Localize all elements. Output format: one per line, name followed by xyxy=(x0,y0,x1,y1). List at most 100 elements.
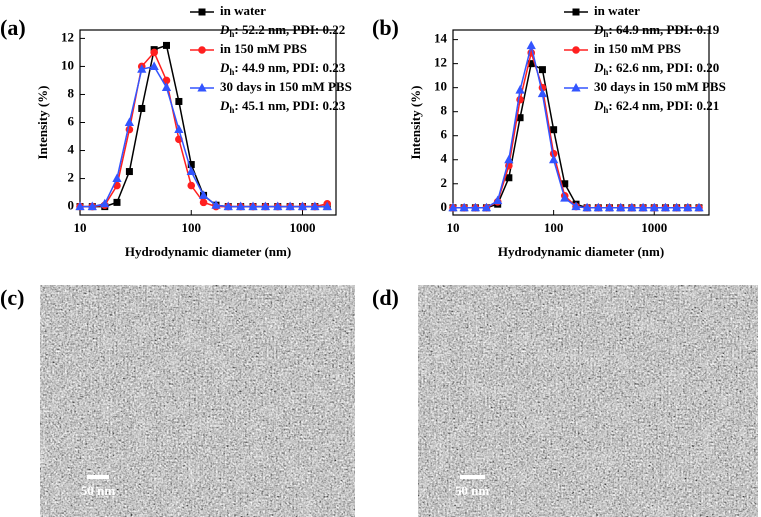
data-point xyxy=(550,126,558,134)
detail-subscript: h xyxy=(603,105,608,115)
data-point xyxy=(149,61,159,70)
data-point xyxy=(526,40,536,50)
plot-frame xyxy=(452,29,710,216)
data-point xyxy=(175,97,183,105)
series-line xyxy=(453,50,699,209)
data-point xyxy=(297,201,308,211)
data-point xyxy=(236,201,246,211)
detail-subscript: h xyxy=(603,67,608,77)
data-point xyxy=(199,198,208,207)
legend-detail: Dh: 64.9 nm, PDI: 0.19 xyxy=(593,22,720,39)
data-point xyxy=(638,202,648,212)
legend-marker xyxy=(571,82,581,92)
detail-text: : 64.9 nm, PDI: 0.19 xyxy=(608,22,719,37)
detail-text: : 62.6 nm, PDI: 0.20 xyxy=(608,60,719,75)
y-tick-label: 10 xyxy=(434,79,447,94)
data-point xyxy=(100,198,110,208)
y-tick-label: 4 xyxy=(441,151,448,166)
data-point xyxy=(504,154,514,164)
y-tick-label: 14 xyxy=(434,31,448,46)
data-point xyxy=(694,202,704,212)
legend-detail: Dh: 62.4 nm, PDI: 0.21 xyxy=(593,98,719,115)
y-axis-label: Intensity (%) xyxy=(408,85,423,159)
legend-detail: Dh: 62.6 nm, PDI: 0.20 xyxy=(593,60,719,77)
detail-symbol: D xyxy=(219,60,230,75)
data-point xyxy=(505,174,513,182)
x-axis-label: Hydrodynamic diameter (nm) xyxy=(125,244,291,259)
data-point xyxy=(548,154,559,164)
data-point xyxy=(604,202,615,212)
scale-bar-label: 50 nm xyxy=(81,483,115,498)
legend-label: in 150 mM PBS xyxy=(594,41,681,56)
data-point xyxy=(481,202,492,212)
detail-subscript: h xyxy=(229,29,234,39)
data-point xyxy=(124,117,135,126)
legend-marker xyxy=(198,46,206,54)
data-point xyxy=(273,201,283,211)
panel-label: (a) xyxy=(0,15,26,40)
data-point xyxy=(616,202,626,212)
panel-label: (d) xyxy=(372,285,399,310)
data-point xyxy=(560,193,570,202)
data-point xyxy=(448,202,458,212)
detail-subscript: h xyxy=(603,29,608,39)
legend-marker xyxy=(197,82,207,92)
x-tick-label: 1000 xyxy=(641,220,667,235)
data-point xyxy=(285,201,295,211)
y-tick-label: 2 xyxy=(441,175,448,190)
data-point xyxy=(627,202,637,212)
x-tick-label: 100 xyxy=(544,220,564,235)
detail-symbol: D xyxy=(219,22,230,37)
detail-text: : 62.4 nm, PDI: 0.21 xyxy=(608,98,719,113)
data-point xyxy=(113,198,121,206)
data-point xyxy=(470,202,481,212)
detail-text: : 45.1 nm, PDI: 0.23 xyxy=(234,98,345,113)
data-point xyxy=(515,85,525,94)
legend-detail: Dh: 52.2 nm, PDI: 0.22 xyxy=(219,22,345,39)
panel-label: (b) xyxy=(372,15,399,40)
tem-image-d xyxy=(418,285,758,517)
panel-label: (c) xyxy=(0,285,24,310)
y-axis-label: Intensity (%) xyxy=(35,85,50,159)
data-point xyxy=(125,168,133,176)
data-point xyxy=(248,201,258,211)
data-point xyxy=(537,88,548,98)
legend-marker xyxy=(198,8,206,16)
data-point xyxy=(582,202,592,212)
detail-text: : 52.2 nm, PDI: 0.22 xyxy=(234,22,345,37)
y-tick-label: 12 xyxy=(61,29,74,44)
data-point xyxy=(322,201,332,211)
data-point xyxy=(310,201,320,211)
data-point xyxy=(649,202,659,212)
y-tick-label: 2 xyxy=(68,170,75,185)
legend-label: in water xyxy=(594,3,640,18)
data-point xyxy=(211,200,221,209)
y-tick-label: 12 xyxy=(434,55,447,70)
detail-subscript: h xyxy=(229,67,234,77)
detail-text: : 44.9 nm, PDI: 0.23 xyxy=(234,60,345,75)
y-tick-label: 0 xyxy=(441,199,448,214)
data-point xyxy=(162,41,170,49)
data-point xyxy=(260,201,271,211)
data-point xyxy=(161,82,172,91)
legend-label: 30 days in 150 mM PBS xyxy=(220,79,352,94)
data-point xyxy=(671,202,682,212)
y-tick-label: 6 xyxy=(441,127,448,142)
y-tick-label: 8 xyxy=(68,85,75,100)
x-tick-label: 10 xyxy=(447,220,460,235)
y-tick-label: 6 xyxy=(68,113,75,128)
legend-detail: Dh: 44.9 nm, PDI: 0.23 xyxy=(219,60,346,77)
legend-label: in water xyxy=(220,3,266,18)
data-point xyxy=(150,48,158,57)
legend-marker xyxy=(572,8,580,16)
data-point xyxy=(683,202,693,212)
detail-symbol: D xyxy=(593,98,604,113)
data-point xyxy=(198,190,209,199)
legend-label: in 150 mM PBS xyxy=(220,41,307,56)
x-tick-label: 1000 xyxy=(290,220,316,235)
detail-symbol: D xyxy=(593,60,604,75)
data-point xyxy=(75,201,85,211)
y-tick-label: 4 xyxy=(68,142,75,157)
y-tick-label: 10 xyxy=(61,57,74,72)
